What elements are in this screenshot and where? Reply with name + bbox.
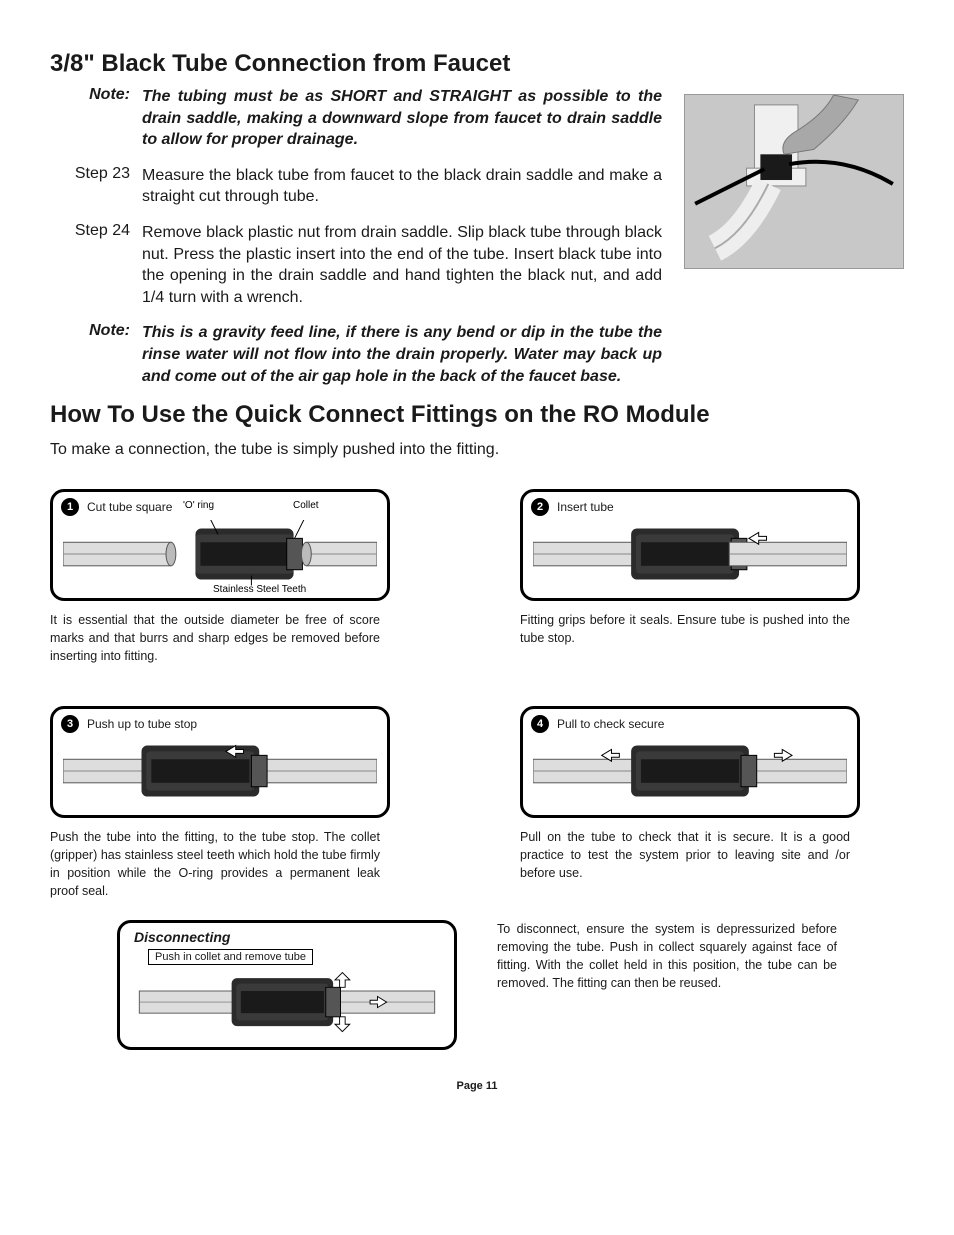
note-label-2: Note: (50, 322, 130, 340)
note-label: Note: (50, 86, 130, 104)
step-24-body: Remove black plastic nut from drain sadd… (142, 222, 662, 308)
step-23-label: Step 23 (50, 165, 130, 183)
step-24-row: Step 24 Remove black plastic nut from dr… (50, 222, 668, 308)
disconnect-sub: Push in collet and remove tube (148, 949, 313, 965)
step-23-body: Measure the black tube from faucet to th… (142, 165, 662, 208)
panel-4-caption: Pull on the tube to check that it is sec… (520, 828, 850, 882)
panels-grid: 1 Cut tube square 'O' ring Collet Stainl… (50, 489, 904, 900)
panel-3: 3 Push up to tube stop Push the tube int… (50, 706, 420, 901)
disconnect-heading: Disconnecting (134, 929, 230, 945)
panel-2-caption: Fitting grips before it seals. Ensure tu… (520, 611, 850, 647)
step-24-label: Step 24 (50, 222, 130, 240)
panel-1-figure: 1 Cut tube square 'O' ring Collet Stainl… (50, 489, 390, 601)
panel-4-number: 4 (531, 715, 549, 733)
panel-2-number: 2 (531, 498, 549, 516)
connect-intro: To make a connection, the tube is simply… (50, 441, 904, 459)
note-row-2: Note: This is a gravity feed line, if th… (50, 322, 668, 387)
section-title-1: 3/8" Black Tube Connection from Faucet (50, 50, 904, 78)
disconnect-row: Disconnecting Push in collet and remove … (50, 920, 904, 1050)
section-title-2: How To Use the Quick Connect Fittings on… (50, 401, 904, 429)
page-number: Page 11 (50, 1080, 904, 1092)
note-row-1: Note: The tubing must be as SHORT and ST… (50, 86, 668, 151)
panel-2-figure: 2 Insert tube (520, 489, 860, 601)
panel-1: 1 Cut tube square 'O' ring Collet Stainl… (50, 489, 420, 665)
panel-1-title: Cut tube square (87, 500, 172, 514)
panel-1-label-collet: Collet (293, 500, 319, 511)
step-23-row: Step 23 Measure the black tube from fauc… (50, 165, 668, 208)
panel-4-title: Pull to check secure (557, 717, 664, 731)
panel-4-figure: 4 Pull to check secure (520, 706, 860, 818)
panel-3-figure: 3 Push up to tube stop (50, 706, 390, 818)
disconnect-caption: To disconnect, ensure the system is depr… (497, 920, 837, 993)
note-body-2: This is a gravity feed line, if there is… (142, 322, 662, 387)
disconnect-figure: Disconnecting Push in collet and remove … (117, 920, 457, 1050)
panel-1-number: 1 (61, 498, 79, 516)
steps-column: Note: The tubing must be as SHORT and ST… (50, 86, 668, 401)
panel-3-number: 3 (61, 715, 79, 733)
panel-1-label-oring: 'O' ring (183, 500, 214, 511)
top-block: Note: The tubing must be as SHORT and ST… (50, 86, 904, 401)
panel-3-caption: Push the tube into the fitting, to the t… (50, 828, 380, 901)
panel-3-title: Push up to tube stop (87, 717, 197, 731)
panel-4: 4 Pull to check secure Pull on the tube … (520, 706, 890, 901)
panel-2-title: Insert tube (557, 500, 614, 514)
panel-2: 2 Insert tube Fitting grips before it se… (520, 489, 890, 665)
note-body-1: The tubing must be as SHORT and STRAIGHT… (142, 86, 662, 151)
drain-saddle-photo (684, 94, 904, 269)
panel-1-caption: It is essential that the outside diamete… (50, 611, 380, 665)
